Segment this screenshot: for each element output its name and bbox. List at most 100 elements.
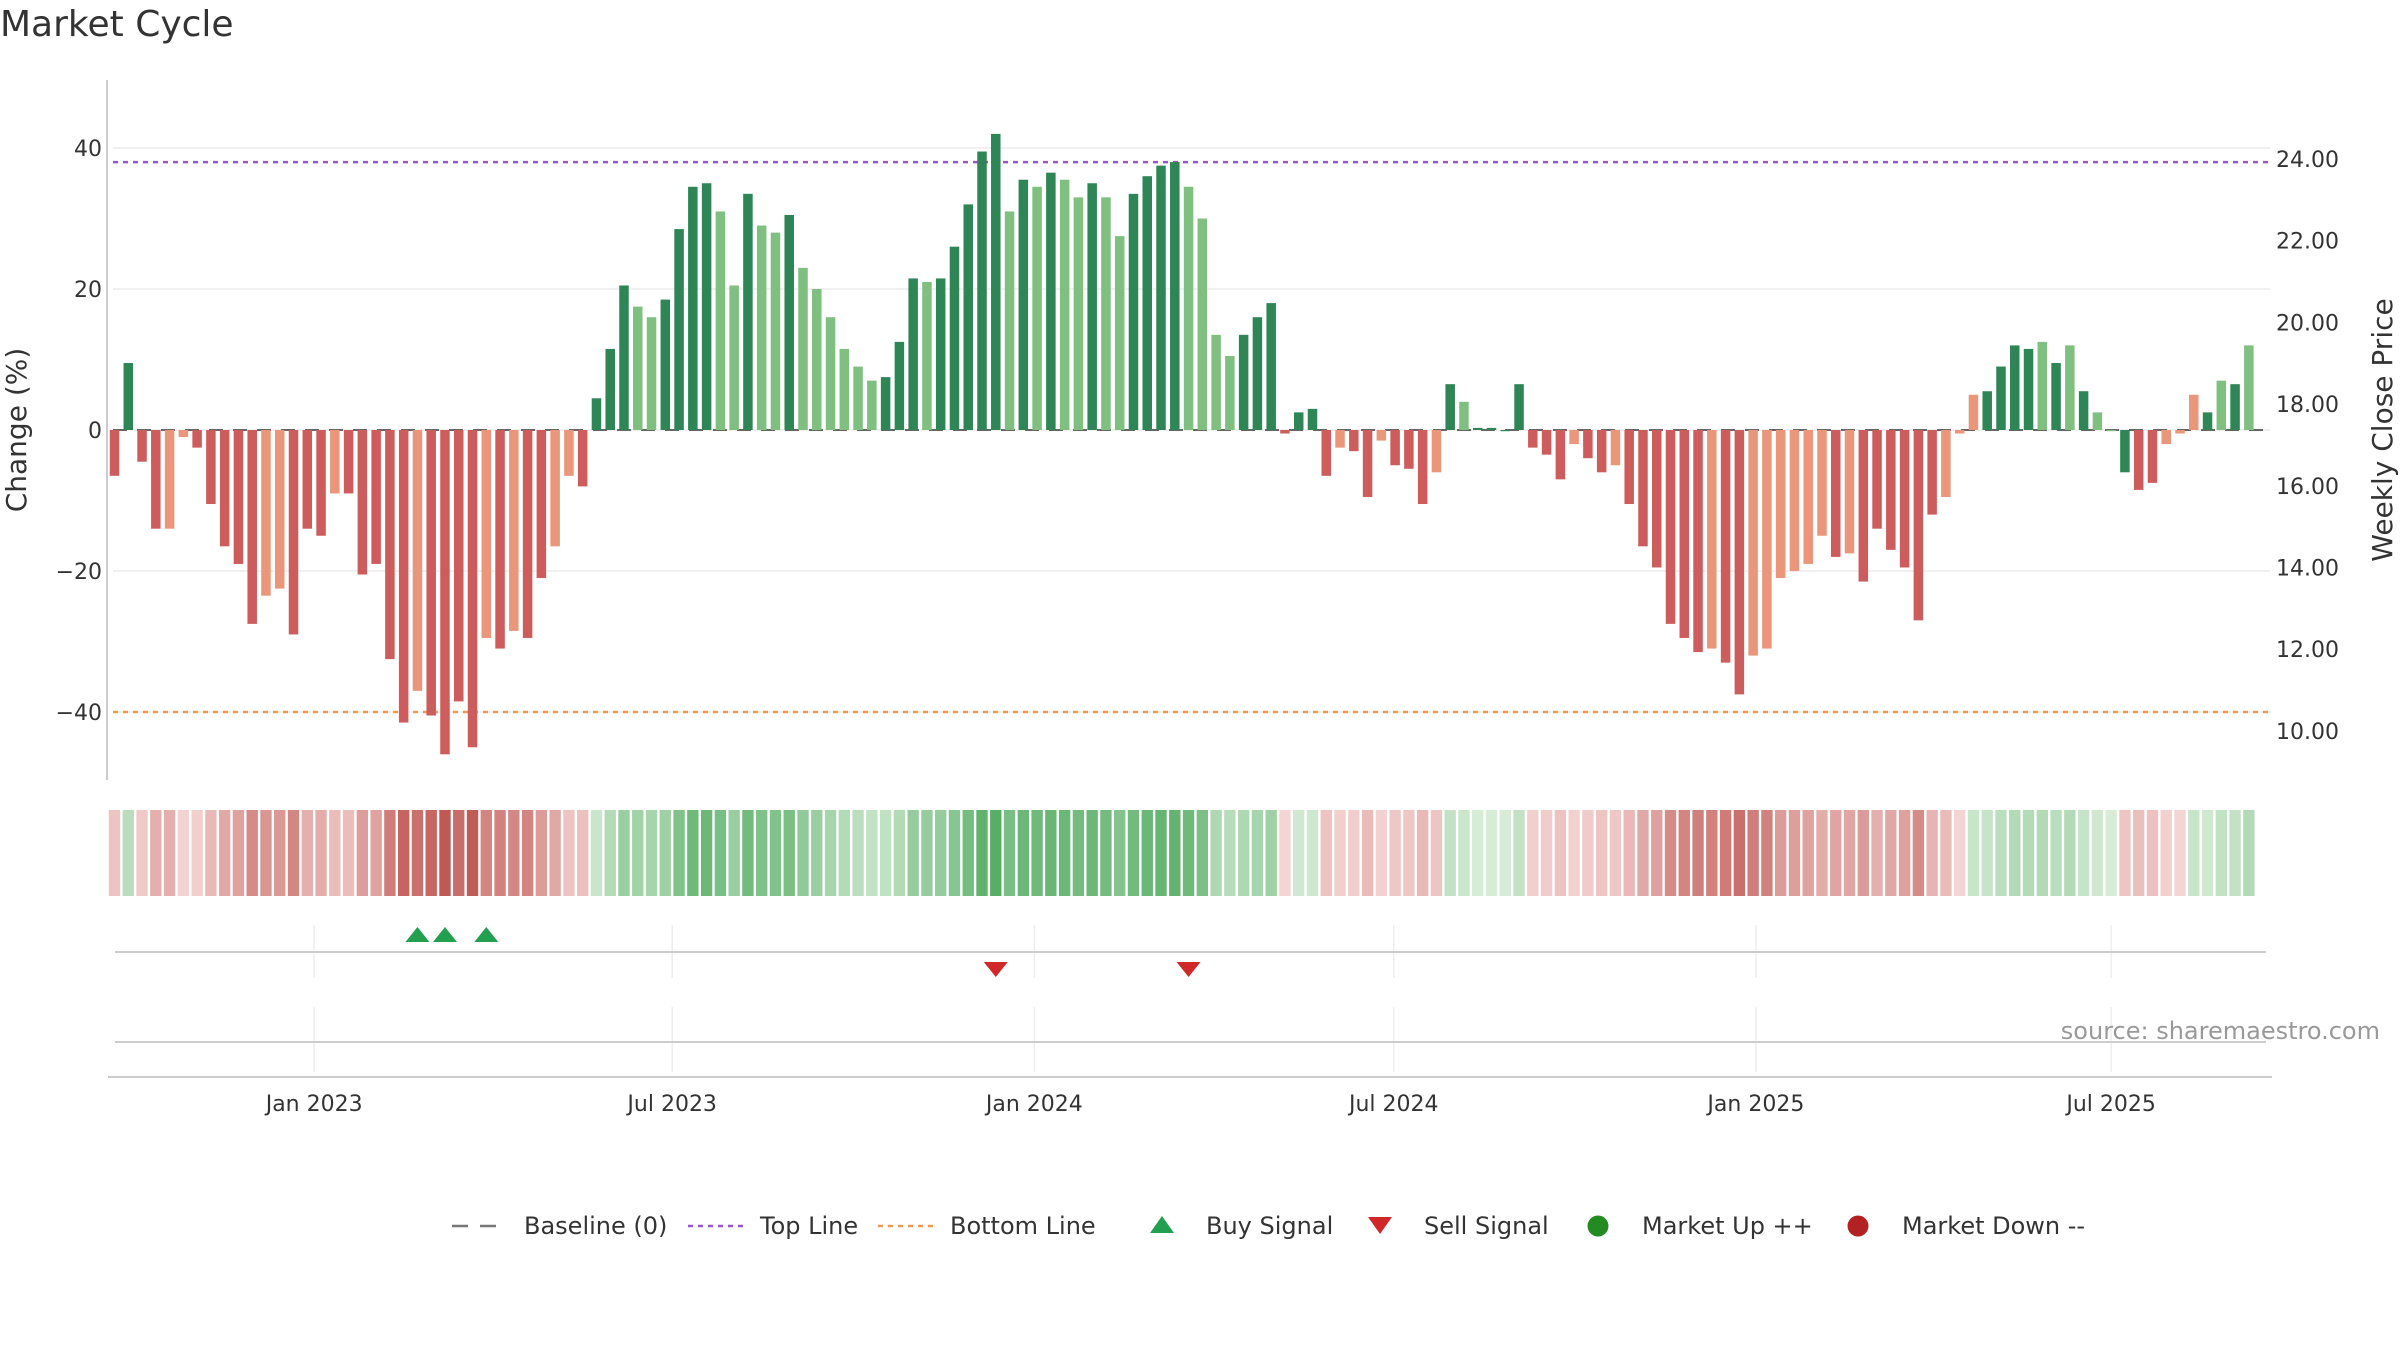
heat-cell [1582,810,1594,896]
bar [646,317,657,430]
heat-cell [150,810,162,896]
heat-cell [1251,810,1264,896]
bar [1128,193,1139,430]
heat-cell [1320,810,1332,896]
heat-cell [1086,810,1098,896]
bar [1073,197,1084,430]
heat-cell [563,810,575,896]
bar [1734,430,1745,695]
bar [1583,430,1593,459]
buy-signal-marker [474,927,499,942]
heat-cell [439,810,451,896]
heat-cell [1114,810,1126,896]
heat-cell [756,810,768,896]
bar [922,281,932,430]
heat-cell [2009,810,2021,896]
bar [467,430,478,748]
heat-cell [370,810,382,896]
heat-cell [1499,810,1511,896]
bar [1004,211,1015,430]
heat-cell [866,810,878,896]
bar [1114,236,1125,430]
heat-cell [1953,810,1966,896]
heat-cell [1513,810,1525,896]
x-tick-label: Jul 2024 [1347,1092,1439,1117]
heat-cell [2091,810,2104,896]
heat-cell [1058,810,1071,896]
heat-cell [797,810,809,896]
heat-cell [1141,810,1153,896]
heat-cell [411,810,424,896]
legend-label: Baseline (0) [524,1212,667,1240]
heat-cell [1898,810,1911,896]
heat-cell [2119,810,2131,896]
bar [619,285,629,430]
bar [1610,430,1621,466]
bar [1087,183,1097,430]
legend-buy-icon [1150,1216,1174,1233]
heat-cell [1802,810,1814,896]
bar [151,430,161,529]
heat-cell [907,810,919,896]
heat-cell [714,810,727,896]
heat-cell [824,810,837,896]
sell-signal-marker [983,962,1008,977]
heat-cell [1871,810,1883,896]
sell-signal-marker [1176,962,1201,977]
heat-cell [893,810,906,896]
heat-cell [1485,810,1498,896]
heat-cell [535,810,548,896]
bar [577,430,588,487]
heat-cell [315,810,327,896]
heat-cell [742,810,754,896]
y2-tick-label: 22.00 [2276,230,2339,255]
bar [1101,197,1111,430]
bar [123,363,134,430]
heat-cell [1926,810,1938,896]
bar [330,430,340,494]
bar [2106,430,2116,432]
heat-cell [1224,810,1236,896]
bar [1445,384,1455,430]
heat-cell [1843,810,1856,896]
bar [1831,430,1841,557]
bar [1707,430,1717,649]
bar [1886,430,1896,550]
bar [1927,430,1937,515]
heat-cell [1540,810,1553,896]
x-tick-label: Jan 2025 [1705,1092,1804,1117]
heat-cell [1912,810,1925,896]
chart-title: Market Cycle [0,4,234,45]
bar [1376,430,1387,441]
bar [770,232,781,430]
bar [1596,430,1607,473]
heat-cell [673,810,685,896]
bar [2051,363,2061,430]
heat-cell [1334,810,1346,896]
heat-cell [2174,810,2186,896]
heat-cell [1403,810,1415,896]
bar [1720,430,1731,663]
bar [1803,430,1813,564]
heat-cell [1747,810,1759,896]
bar [2037,341,2048,430]
bar [1817,430,1827,536]
bar [1280,430,1290,434]
heat-cell [1609,810,1622,896]
heat-cell [1568,810,1580,896]
bar [2161,430,2171,445]
x-tick-label: Jul 2023 [625,1092,717,1117]
bar [1170,162,1180,430]
legend-item: Bottom Line [878,1212,1096,1240]
bar [398,430,409,723]
heat-cell [2146,810,2159,896]
bar [1913,430,1924,621]
heat-cell [2188,810,2200,896]
heat-cell [1651,810,1663,896]
buy-signal-marker [405,927,430,942]
bar [1293,412,1304,430]
bar [1844,430,1855,554]
heat-cell [1182,810,1195,896]
y2-tick-label: 20.00 [2276,311,2339,336]
heat-cell [342,810,355,896]
